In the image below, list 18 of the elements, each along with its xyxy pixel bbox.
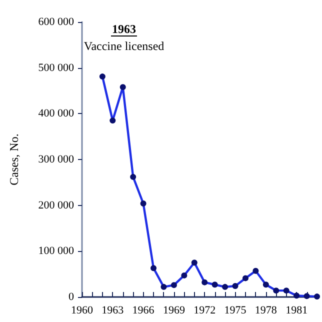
y-axis-title: Cases, No.	[7, 134, 21, 186]
y-tick-label: 200 000	[38, 199, 74, 212]
x-tick-label: 1966	[132, 304, 155, 316]
x-tick-label: 1960	[71, 304, 94, 316]
x-tick-label: 1978	[254, 304, 278, 316]
y-tick-label: 400 000	[38, 108, 74, 120]
x-tick-label: 1981	[286, 304, 308, 316]
y-tick-label: 300 000	[38, 154, 74, 166]
y-tick-label: 600 000	[38, 16, 74, 28]
annotation: Vaccine licensed	[84, 39, 164, 53]
annotation: 1963	[112, 22, 136, 36]
y-tick-label: 0	[68, 291, 74, 303]
x-tick-label: 1963	[102, 304, 124, 316]
y-tick-label: 500 000	[38, 62, 74, 74]
y-tick-label: 100 000	[38, 245, 74, 258]
x-tick-label: 1972	[194, 304, 216, 316]
x-tick-label: 1975	[224, 304, 247, 316]
x-tick-label: 1969	[162, 304, 186, 316]
